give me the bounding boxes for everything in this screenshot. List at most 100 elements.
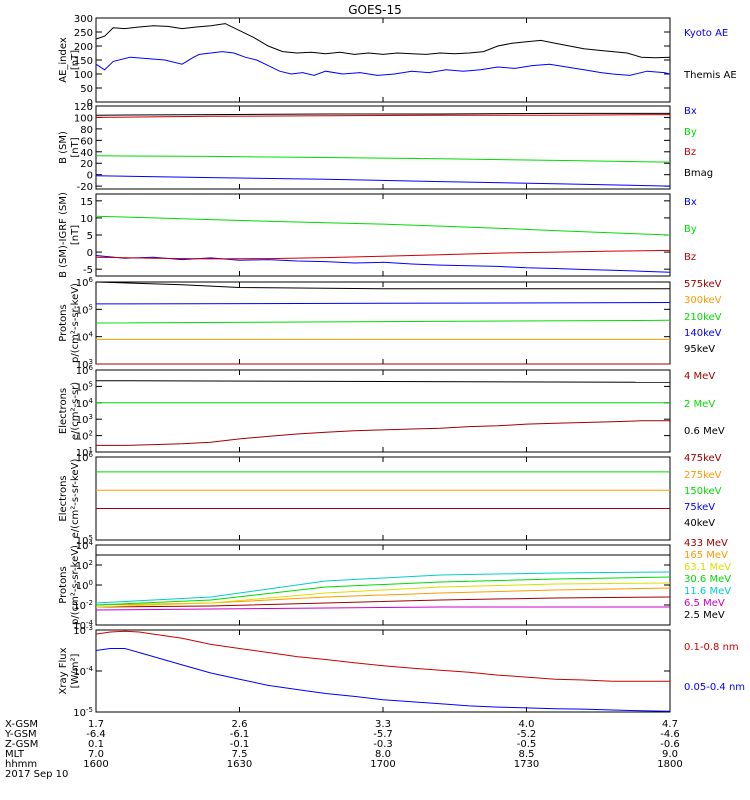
- legend-label: 140keV: [684, 328, 722, 339]
- x-axis-value: -0.1: [230, 739, 250, 750]
- series-line-kyoto-ae: [95, 51, 671, 76]
- legend-label: Themis AE: [683, 70, 737, 81]
- x-axis-value: -5.7: [373, 729, 393, 740]
- legend-label: Bx: [684, 106, 697, 117]
- panel-frame: [95, 456, 671, 541]
- series-line-11-6-mev: [95, 571, 671, 604]
- y-axis-label: Electrons: [58, 475, 69, 521]
- x-axis-value: 0.1: [88, 739, 104, 750]
- date-label: 2017 Sep 10: [5, 769, 68, 780]
- x-axis-value: 3.3: [375, 719, 391, 730]
- legend-label: 75keV: [684, 502, 715, 513]
- y-tick-label: 250: [74, 28, 93, 39]
- legend-label: 95keV: [684, 344, 715, 355]
- y-tick-label: 40: [80, 148, 93, 159]
- y-tick-label: 105: [76, 303, 93, 316]
- x-axis-value: 1.7: [88, 719, 104, 730]
- series-line-433-mev: [95, 596, 671, 608]
- x-axis-value: -6.1: [230, 729, 250, 740]
- y-tick-label: 10-3: [73, 624, 93, 637]
- series-line-165-mev: [95, 587, 671, 606]
- series-line-210kev: [95, 319, 671, 324]
- y-tick-label: 10-2: [73, 599, 93, 612]
- panel-frame: [95, 17, 671, 103]
- x-axis-value: 1800: [657, 759, 682, 770]
- y-axis-label: Protons: [58, 566, 69, 603]
- panel-frame: [95, 105, 671, 190]
- y-axis-unit: [nT]: [70, 225, 81, 245]
- legend-label: 6.5 MeV: [684, 598, 725, 609]
- y-tick-label: 106: [76, 364, 94, 377]
- series-line-bx: [95, 175, 671, 187]
- x-axis-row-label: MLT: [5, 749, 25, 760]
- y-tick-label: 150: [74, 56, 93, 67]
- legend-label: 2 MeV: [684, 399, 715, 410]
- legend-label: Bx: [684, 197, 697, 208]
- x-axis-value: -0.6: [660, 739, 680, 750]
- y-tick-label: 0: [87, 171, 93, 182]
- y-tick-label: 103: [76, 413, 93, 426]
- x-axis-row-label: Z-GSM: [5, 739, 38, 750]
- panel-7: 10-4 10-2 100 102 104 Protons p/(cm²-s-sr-keV)…: [58, 538, 731, 632]
- x-axis-value: 8.5: [519, 749, 535, 760]
- x-axis-value: 1730: [514, 759, 539, 770]
- series-line-63-1-mev: [95, 582, 671, 608]
- series-line-0-1-0-8-nm: [95, 630, 670, 682]
- series-line-by: [95, 155, 671, 163]
- legend-label: 0.05-0.4 nm: [684, 682, 745, 693]
- y-axis-unit: p/(cm²-s-sr-keV): [70, 283, 81, 363]
- y-tick-label: 100: [76, 579, 93, 592]
- y-axis-unit: [nT]: [70, 50, 81, 70]
- series-line-0-05-0-4-nm: [95, 648, 671, 712]
- y-tick-label: 50: [80, 84, 93, 95]
- series-line-30-6-mev: [95, 576, 671, 606]
- series-line-140kev: [95, 302, 671, 305]
- panel-8: 10-5 10-4 10-3 Xray Flux [W/m²] 0.1-0.8 nm 0.0…: [58, 624, 745, 719]
- y-tick-label: 0: [87, 248, 93, 259]
- panel-4: 103 104 105 106 Protons p/(cm²-s-sr-keV) 575ke…: [58, 276, 722, 371]
- legend-label: 2.5 MeV: [684, 610, 725, 621]
- x-axis-row-label: hhmm: [5, 759, 37, 770]
- series-line-4-mev: [96, 420, 670, 446]
- x-axis-value: 7.0: [88, 749, 104, 760]
- y-tick-label: -5: [83, 265, 93, 276]
- legend-label: 210keV: [684, 312, 722, 323]
- x-axis-value: 1600: [83, 759, 108, 770]
- x-axis-value: 7.5: [232, 749, 248, 760]
- y-axis-unit: e/(cm²-s-sr-keV): [70, 459, 81, 539]
- x-axis-value: 8.0: [375, 749, 391, 760]
- y-tick-label: 104: [76, 539, 94, 552]
- legend-label: 0.1-0.8 nm: [684, 642, 739, 653]
- series-line-themis-ae: [95, 23, 671, 59]
- panel-1: 0 50 100 150 200 250 300 AE_index [nT] Kyoto AE Th…: [58, 14, 737, 109]
- y-tick-label: 103: [76, 358, 93, 371]
- x-axis-value: -5.2: [517, 729, 537, 740]
- y-axis-label: Protons: [58, 304, 69, 341]
- legend-label: By: [684, 127, 697, 138]
- legend-label: 300keV: [684, 295, 722, 306]
- y-axis-unit: e/(cm²-s-sr): [70, 382, 81, 440]
- x-axis-value: 9.0: [662, 749, 678, 760]
- x-axis-value: 4.0: [519, 719, 535, 730]
- panel-3: -5 0 5 10 15 B (SM)-IGRF (SM) [nT] Bx By Bz: [58, 192, 697, 278]
- y-tick-label: 100: [74, 70, 93, 81]
- x-axis-value: -0.5: [517, 739, 537, 750]
- legend-label: Bz: [684, 147, 696, 158]
- series-line-bx: [95, 255, 671, 273]
- y-axis-unit: [W/m²]: [70, 653, 81, 688]
- legend-label: By: [684, 224, 697, 235]
- x-axis-value: 4.7: [662, 719, 678, 730]
- series-line-bz: [95, 114, 671, 118]
- y-tick-label: 102: [76, 430, 93, 443]
- legend-label: 40keV: [684, 518, 715, 529]
- legend-label: 275keV: [684, 470, 722, 481]
- y-axis-unit: p/(cm²-s-sr-keV): [70, 545, 81, 625]
- panel-6: 105 106 Electrons e/(cm²-s-sr-keV) 475keV 275…: [58, 451, 722, 547]
- y-tick-label: 300: [74, 14, 93, 25]
- y-axis-label: B (SM): [58, 131, 69, 164]
- legend-label: Kyoto AE: [684, 28, 728, 39]
- y-tick-label: 120: [74, 102, 93, 113]
- y-tick-label: 5: [87, 231, 93, 242]
